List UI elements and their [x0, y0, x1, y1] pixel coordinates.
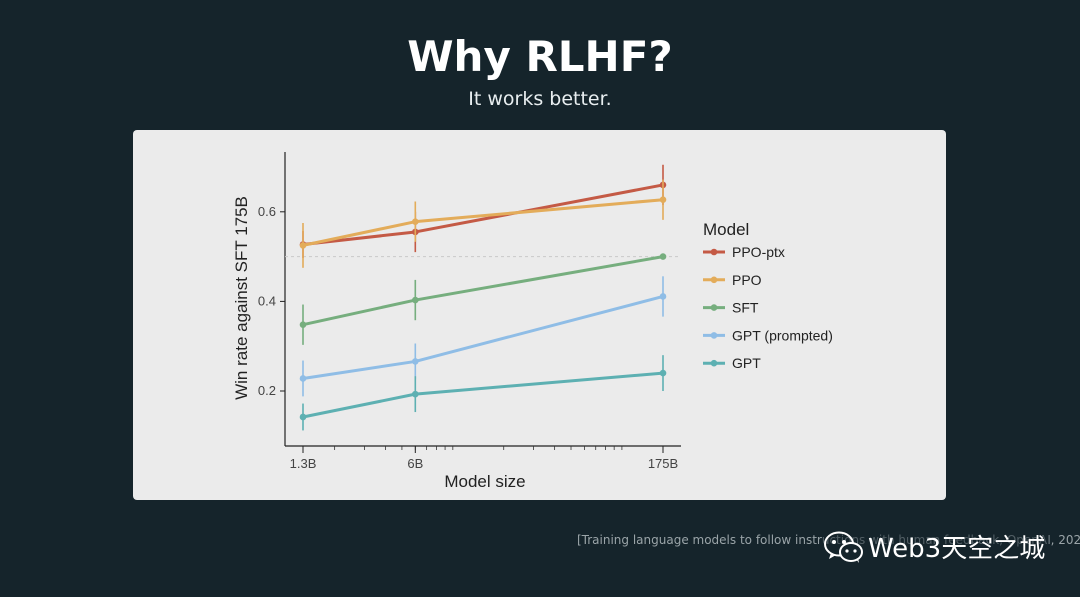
legend-label: PPO-ptx [732, 244, 785, 260]
chart-panel: 0.2 0.4 0.6 1.3B 6B 175B Model size Win rate ag… [133, 130, 946, 500]
data-point [299, 413, 307, 421]
legend-label: GPT (prompted) [732, 327, 833, 343]
data-point [659, 253, 667, 260]
legend-label: PPO [732, 272, 762, 288]
x-tick-label: 175B [648, 456, 678, 471]
legend-label: SFT [732, 300, 759, 316]
y-tick-label: 0.6 [258, 204, 276, 219]
data-point [299, 375, 307, 382]
y-tick-label: 0.4 [258, 293, 276, 308]
legend-swatch-marker [710, 359, 718, 367]
data-point [412, 218, 419, 225]
y-axis-title: Win rate against SFT 175B [232, 196, 251, 400]
data-point [299, 321, 307, 328]
data-point [659, 293, 667, 300]
y-tick-label: 0.2 [258, 383, 276, 398]
data-point [412, 390, 419, 398]
series-line [302, 371, 664, 419]
watermark-text: Web3天空之城 [868, 534, 1046, 564]
legend-swatch-marker [710, 332, 718, 339]
watermark: Web3天空之城 [822, 528, 1050, 565]
legend-swatch-marker [710, 276, 718, 284]
legend-swatch-marker [710, 248, 718, 256]
x-tick-label: 1.3B [290, 456, 317, 471]
slide-subtitle: It works better. [468, 88, 612, 110]
data-point [659, 196, 667, 204]
chart-svg: 0.2 0.4 0.6 1.3B 6B 175B Model size Win rate ag… [232, 152, 833, 491]
data-point [299, 242, 307, 249]
x-axis-title: Model size [444, 472, 525, 491]
series-line [302, 295, 664, 380]
data-point [412, 296, 419, 304]
legend-label: GPT [732, 355, 761, 371]
data-point [412, 358, 419, 365]
data-point [659, 369, 667, 377]
x-tick-label: 6B [407, 456, 423, 471]
legend-title: Model [703, 220, 749, 239]
wechat-logo-icon [824, 531, 863, 563]
legend-swatch-marker [710, 304, 718, 311]
slide-title: Why RLHF? [407, 32, 673, 81]
series-line [302, 255, 664, 327]
